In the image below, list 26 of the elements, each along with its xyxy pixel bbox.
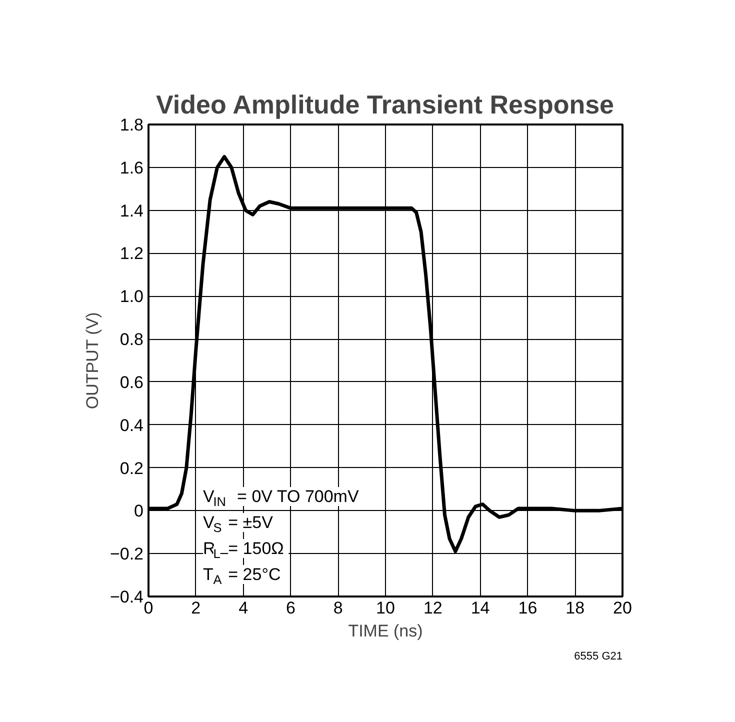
y-tick-label: 0.8 [120,330,144,350]
y-tick-label: 0.4 [120,416,144,435]
x-tick-label: 16 [518,598,538,618]
x-tick-label: 10 [376,598,395,618]
chart-title: Video Amplitude Transient Response [156,90,614,120]
y-tick-label: 0 [134,502,144,521]
x-tick-label: 8 [333,598,343,618]
y-tick-label: 0.2 [120,458,144,478]
y-tick-label: 0.6 [120,372,144,392]
y-tick-label: 1.2 [120,244,144,264]
x-tick-label: 20 [613,598,632,618]
y-tick-label: 1.4 [120,201,144,220]
x-tick-label: 4 [238,598,248,618]
text: 6555 G21 [574,650,623,662]
x-axis-title: TIME (ns) [348,622,423,640]
y-tick-label: 1.0 [120,287,144,306]
x-tick-label: 12 [423,598,442,618]
x-tick-label: 2 [191,598,201,618]
y-axis-title: OUTPUT (V) [82,312,102,410]
y-tick-label: 1.8 [120,116,144,134]
x-tick-label: 6 [286,598,296,618]
x-tick-label: 18 [566,598,585,618]
y-tick-label: −0.4 [110,588,144,606]
x-tick-label: 14 [470,598,490,618]
y-tick-label: 1.6 [120,158,144,178]
y-tick-label: −0.2 [110,544,144,564]
